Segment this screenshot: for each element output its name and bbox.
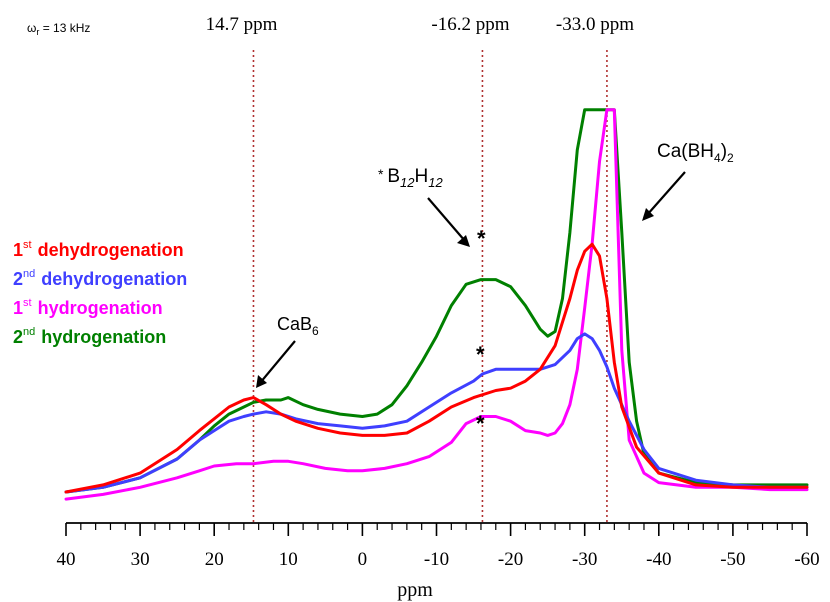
cabh4-sub2: 2 [727, 151, 734, 165]
series-group [64, 108, 809, 501]
x-tick-label-0: 40 [57, 549, 76, 570]
legend-num-3: 2 [13, 327, 23, 347]
legend-text-0: dehydrogenation [38, 240, 184, 260]
annotation-cabh4: Ca(BH4)2 [642, 141, 734, 221]
series-line-0 [64, 242, 809, 494]
x-tick-label-5: -10 [424, 549, 449, 570]
reference-lines: 14.7 ppm -16.2 ppm -33.0 ppm [206, 14, 634, 523]
peak-marker-green: * [477, 226, 486, 251]
x-tick-label-7: -30 [572, 549, 597, 570]
legend-text-3: hydrogenation [41, 327, 166, 347]
reference-label-2: -33.0 ppm [556, 14, 634, 35]
cab6-arrow [259, 340, 296, 384]
cabh4-arrowhead [642, 208, 654, 221]
legend-sup-3: nd [23, 326, 35, 338]
legend-entry-0: 1st dehydrogenation [13, 239, 184, 260]
legend-text-2: hydrogenation [38, 298, 163, 318]
b12h12-arrowhead [457, 235, 470, 247]
spin-rate-symbol: ω [27, 21, 36, 35]
legend-entry-3: 2nd hydrogenation [13, 326, 166, 347]
spin-rate-label: ωr = 13 kHz [27, 21, 90, 37]
legend-num-0: 1 [13, 240, 23, 260]
svg-text:CaB6: CaB6 [277, 314, 319, 338]
cabh4-arrow [646, 171, 686, 216]
x-tick-label-10: -60 [794, 549, 819, 570]
reference-label-0: 14.7 ppm [206, 14, 278, 35]
b12h12-sub2: 12 [428, 175, 443, 190]
series-line-1 [64, 332, 809, 494]
peak-markers: * * * [476, 226, 486, 436]
x-tick-label-1: 30 [131, 549, 150, 570]
x-tick-label-3: 10 [279, 549, 298, 570]
peak-marker-magenta: * [476, 411, 485, 436]
spin-rate-text: = 13 kHz [39, 21, 90, 35]
reference-label-1: -16.2 ppm [431, 14, 509, 35]
legend-sup-0: st [23, 239, 32, 251]
legend-entry-2: 1st hydrogenation [13, 297, 163, 318]
x-axis-label: ppm [397, 579, 433, 601]
b12h12-main1: B [387, 166, 400, 187]
legend-sup-2: st [23, 297, 32, 309]
cab6-sub: 6 [312, 324, 319, 338]
legend-num-1: 2 [13, 269, 23, 289]
svg-text:* B12H12: * B12H12 [378, 166, 443, 190]
annotation-cab6: CaB6 [256, 314, 319, 388]
x-tick-label-6: -20 [498, 549, 523, 570]
cabh4-main1: Ca(BH [657, 141, 714, 162]
x-tick-label-2: 20 [205, 549, 224, 570]
legend-sup-1: nd [23, 268, 35, 280]
b12h12-arrow [427, 197, 466, 242]
series-line-2 [64, 108, 809, 501]
b12h12-main2: H [415, 166, 429, 187]
cabh4-sub1: 4 [714, 151, 721, 165]
x-tick-label-8: -40 [646, 549, 671, 570]
cab6-arrowhead [256, 375, 267, 388]
legend-num-2: 1 [13, 298, 23, 318]
spin-rate-sub: r [36, 27, 39, 37]
svg-text:Ca(BH4)2: Ca(BH4)2 [657, 141, 734, 165]
legend-text-1: dehydrogenation [41, 269, 187, 289]
cabh4-main2: ) [721, 141, 727, 162]
b12h12-sub1: 12 [400, 175, 415, 190]
cab6-main: CaB [277, 314, 312, 334]
x-axis: 40 30 20 10 0 -10 -20 -30 -40 -50 -60 [57, 522, 820, 570]
x-tick-label-9: -50 [720, 549, 745, 570]
legend-entry-1: 2nd dehydrogenation [13, 268, 187, 289]
series-line-3 [64, 108, 809, 494]
peak-marker-blue: * [476, 342, 485, 367]
x-tick-label-4: 0 [358, 549, 368, 570]
b12h12-pre: * [378, 166, 387, 182]
annotation-b12h12: * B12H12 [378, 166, 470, 247]
